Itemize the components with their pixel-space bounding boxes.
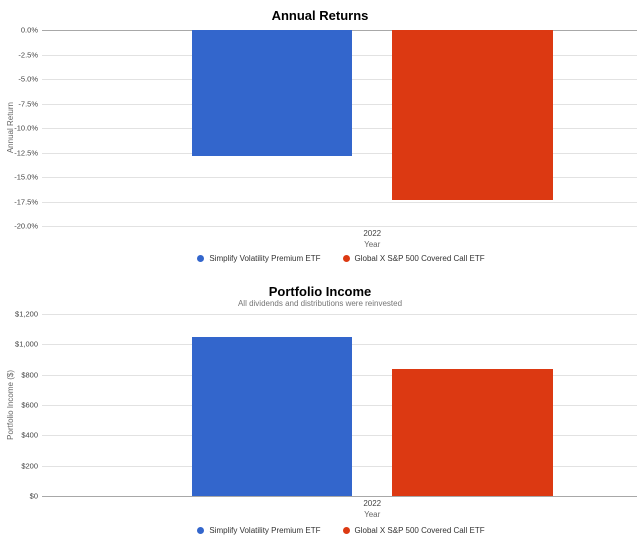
gridline <box>42 177 637 178</box>
y-axis-title: Portfolio Income ($) <box>5 314 15 496</box>
legend-dot <box>342 255 350 262</box>
legend: Simplify Volatility Premium ETF Global X … <box>42 254 640 263</box>
bar-globalx[interactable] <box>392 30 553 200</box>
bar-globalx[interactable] <box>392 368 553 496</box>
plot-wrap: Annual Return 2022 Year 0.0% -2.5% -5.0% -7… <box>6 26 637 249</box>
x-tick-label: 2022 <box>363 229 382 238</box>
x-tick-label: 2022 <box>363 499 382 508</box>
y-tick-label: $0 <box>29 491 38 501</box>
y-axis-title-text: Annual Return <box>5 102 15 154</box>
y-tick-label: $200 <box>21 461 38 471</box>
chart-title: Portfolio Income <box>268 284 372 299</box>
plot-wrap: Portfolio Income ($) 2022 Year $0 $200 $40… <box>6 310 637 519</box>
bar-simplify[interactable] <box>191 30 353 157</box>
legend: Simplify Volatility Premium ETF Global X … <box>42 526 640 535</box>
legend-dot <box>342 527 350 534</box>
legend-dot <box>197 527 205 534</box>
y-tick-label: -7.5% <box>18 99 38 108</box>
y-tick-label: $600 <box>21 400 38 410</box>
portfolio-income-chart: Portfolio Income All dividends and distr… <box>0 272 640 548</box>
y-tick-label: -2.5% <box>18 50 38 59</box>
plot-area <box>42 314 637 497</box>
y-tick-label: -10.0% <box>14 123 38 133</box>
y-tick-label: -17.5% <box>14 197 38 206</box>
y-tick-label: -5.0% <box>18 74 38 84</box>
legend-label: Global X S&P 500 Covered Call ETF <box>354 254 485 263</box>
gridline <box>42 226 637 227</box>
legend-item-globalx[interactable]: Global X S&P 500 Covered Call ETF <box>342 254 485 263</box>
gridline <box>42 314 637 315</box>
y-tick-label: -12.5% <box>14 148 38 157</box>
legend-label: Simplify Volatility Premium ETF <box>209 526 321 535</box>
legend-item-globalx[interactable]: Global X S&P 500 Covered Call ETF <box>342 526 485 535</box>
chart-subtitle: All dividends and distributions were rei… <box>237 299 403 308</box>
legend-item-simplify[interactable]: Simplify Volatility Premium ETF <box>197 254 321 263</box>
legend-label: Simplify Volatility Premium ETF <box>209 254 321 263</box>
y-tick-label: $400 <box>21 430 38 440</box>
y-tick-label: $1,000 <box>15 339 38 349</box>
gridline <box>42 496 637 497</box>
y-tick-label: -15.0% <box>14 172 38 182</box>
y-tick-label: 0.0% <box>20 25 38 35</box>
x-axis-title: Year <box>364 240 381 249</box>
y-tick-label: $800 <box>21 370 38 380</box>
bar-simplify[interactable] <box>191 336 353 496</box>
y-tick-label: $1,200 <box>15 309 38 319</box>
y-axis-title-text: Portfolio Income ($) <box>5 370 15 440</box>
legend-label: Global X S&P 500 Covered Call ETF <box>354 526 485 535</box>
plot-area <box>42 30 637 227</box>
x-axis-title: Year <box>364 510 381 519</box>
annual-returns-chart: Annual Returns Annual Return 2022 Year 0… <box>0 0 640 272</box>
legend-dot <box>197 255 205 262</box>
chart-title: Annual Returns <box>271 8 369 23</box>
legend-item-simplify[interactable]: Simplify Volatility Premium ETF <box>197 526 321 535</box>
gridline <box>42 201 637 203</box>
y-tick-label: -20.0% <box>14 221 38 231</box>
